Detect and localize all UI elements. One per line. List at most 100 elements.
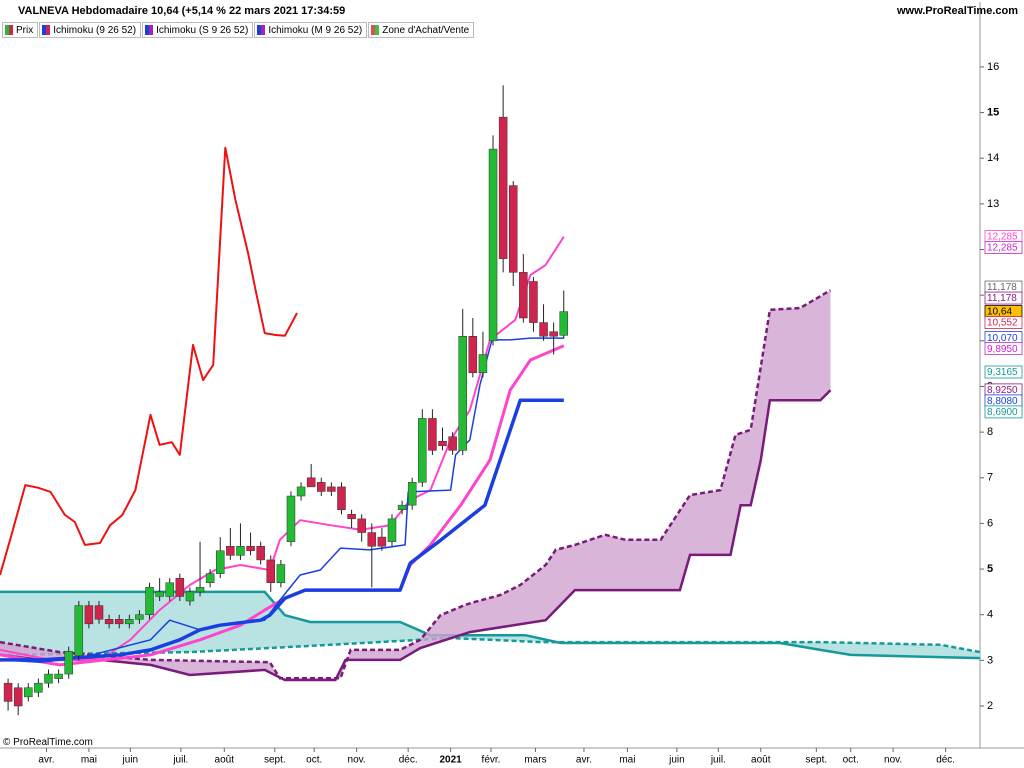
cloud-fill	[0, 290, 831, 680]
legend-item[interactable]: Ichimoku (M 9 26 52)	[254, 22, 368, 38]
candle-body	[508, 185, 518, 273]
candle-body	[377, 536, 387, 547]
candle-body	[448, 436, 457, 451]
price-tag-label: 9,8950	[987, 344, 1018, 355]
legend-icon	[257, 25, 266, 35]
x-tick-label: mai	[81, 755, 97, 766]
candle-body	[387, 518, 397, 542]
legend-item[interactable]: Ichimoku (9 26 52)	[39, 22, 142, 38]
legend-label: Prix	[16, 24, 34, 36]
candle-body	[367, 532, 377, 547]
price-tag	[984, 405, 1023, 419]
candle-body	[135, 614, 144, 620]
price-tag-label: 12,285	[987, 232, 1018, 243]
x-tick-label: oct.	[843, 755, 859, 766]
x-tick-label: août	[751, 755, 771, 766]
cloud-line	[0, 289, 832, 680]
legend-swatch	[375, 25, 380, 35]
legend-swatch	[5, 25, 9, 35]
price-tag-label: 10,552	[987, 318, 1018, 329]
footer: © ProRealTime.com	[3, 737, 93, 748]
candle-body	[317, 482, 326, 492]
candle-body	[418, 418, 427, 483]
legend-item[interactable]: Zone d'Achat/Vente	[368, 22, 475, 38]
candle-body	[347, 514, 356, 520]
candle-body	[54, 673, 63, 679]
price-tag	[984, 342, 1023, 356]
price-tag-label: 8,6900	[987, 407, 1018, 418]
x-tick-label: avr.	[576, 755, 592, 766]
legend-label: Ichimoku (M 9 26 52)	[268, 24, 363, 36]
y-tick-label: 6	[987, 517, 993, 529]
candle-body	[44, 673, 53, 684]
cloud-line	[0, 389, 832, 682]
candle-body	[296, 486, 306, 497]
x-tick-label: mai	[619, 755, 635, 766]
price-tag-label: 8,9250	[987, 385, 1018, 396]
price-tag	[984, 241, 1023, 254]
x-tick-label: déc.	[936, 755, 955, 766]
candle-body	[539, 322, 548, 337]
y-tick-label: 15	[987, 106, 999, 118]
candle-body	[286, 495, 296, 542]
header: VALNEVA Hebdomadaire 10,64 (+5,14 % 22 m…	[0, 0, 1024, 20]
x-tick-label: nov.	[348, 755, 366, 766]
price-tag	[984, 316, 1023, 330]
price-tag-label: 10,64	[987, 307, 1012, 318]
price-tag-label: 8,8080	[987, 396, 1018, 407]
candle-body	[246, 545, 255, 552]
x-tick-label: mars	[524, 755, 546, 766]
legend-swatch	[145, 25, 150, 35]
candle-body	[559, 311, 569, 336]
x-tick-label: juin	[122, 755, 139, 766]
x-tick-label: août	[215, 755, 235, 766]
candle-body	[155, 591, 164, 597]
candle-body	[529, 281, 538, 323]
candle-body	[24, 687, 33, 698]
legend-item[interactable]: Prix	[2, 22, 39, 38]
candle-body	[145, 587, 154, 615]
price-tag-label: 9,3165	[987, 367, 1018, 378]
candle-body	[34, 682, 43, 693]
candle-body	[397, 504, 407, 510]
candle-body	[498, 116, 508, 259]
candle-body	[104, 619, 114, 625]
candle-body	[327, 486, 336, 492]
y-tick-label: 5	[987, 563, 993, 575]
candle-body	[195, 587, 205, 593]
y-tick-label: 8	[987, 426, 993, 438]
legend-swatch	[46, 25, 51, 35]
legend-icon	[42, 25, 51, 35]
indicator-line	[0, 146, 298, 576]
candle-body	[13, 687, 23, 707]
legend-icon	[5, 25, 13, 35]
candle-body	[549, 331, 558, 337]
candle-body	[458, 336, 467, 451]
price-tag-label: 12,285	[987, 243, 1018, 254]
candle-body	[337, 486, 346, 510]
candle-body	[74, 605, 84, 657]
title: VALNEVA Hebdomadaire 10,64 (+5,14 % 22 m…	[18, 5, 346, 17]
candle-body	[125, 619, 134, 625]
candle-body	[94, 605, 104, 620]
candle-body	[175, 577, 185, 597]
x-tick-label: févr.	[482, 755, 501, 766]
x-tick-label: sept.	[805, 755, 827, 766]
x-tick-label: juil.	[710, 755, 726, 766]
candle-body	[84, 605, 94, 625]
price-tag	[984, 365, 1023, 379]
candle-body	[226, 545, 235, 556]
y-tick-label: 3	[987, 654, 993, 666]
candle-body	[256, 545, 265, 561]
price-tag	[984, 291, 1023, 305]
candle-body	[407, 482, 417, 506]
y-tick-label: 2	[987, 700, 993, 712]
candle-body	[266, 559, 276, 584]
legend-label: Ichimoku (9 26 52)	[53, 24, 137, 36]
legend-swatch	[42, 25, 47, 35]
x-tick-label: juin	[668, 755, 685, 766]
legend-item[interactable]: Ichimoku (S 9 26 52)	[142, 22, 254, 38]
legend: Prix Ichimoku (9 26 52) Ichimoku (S 9 26 5…	[2, 22, 475, 38]
